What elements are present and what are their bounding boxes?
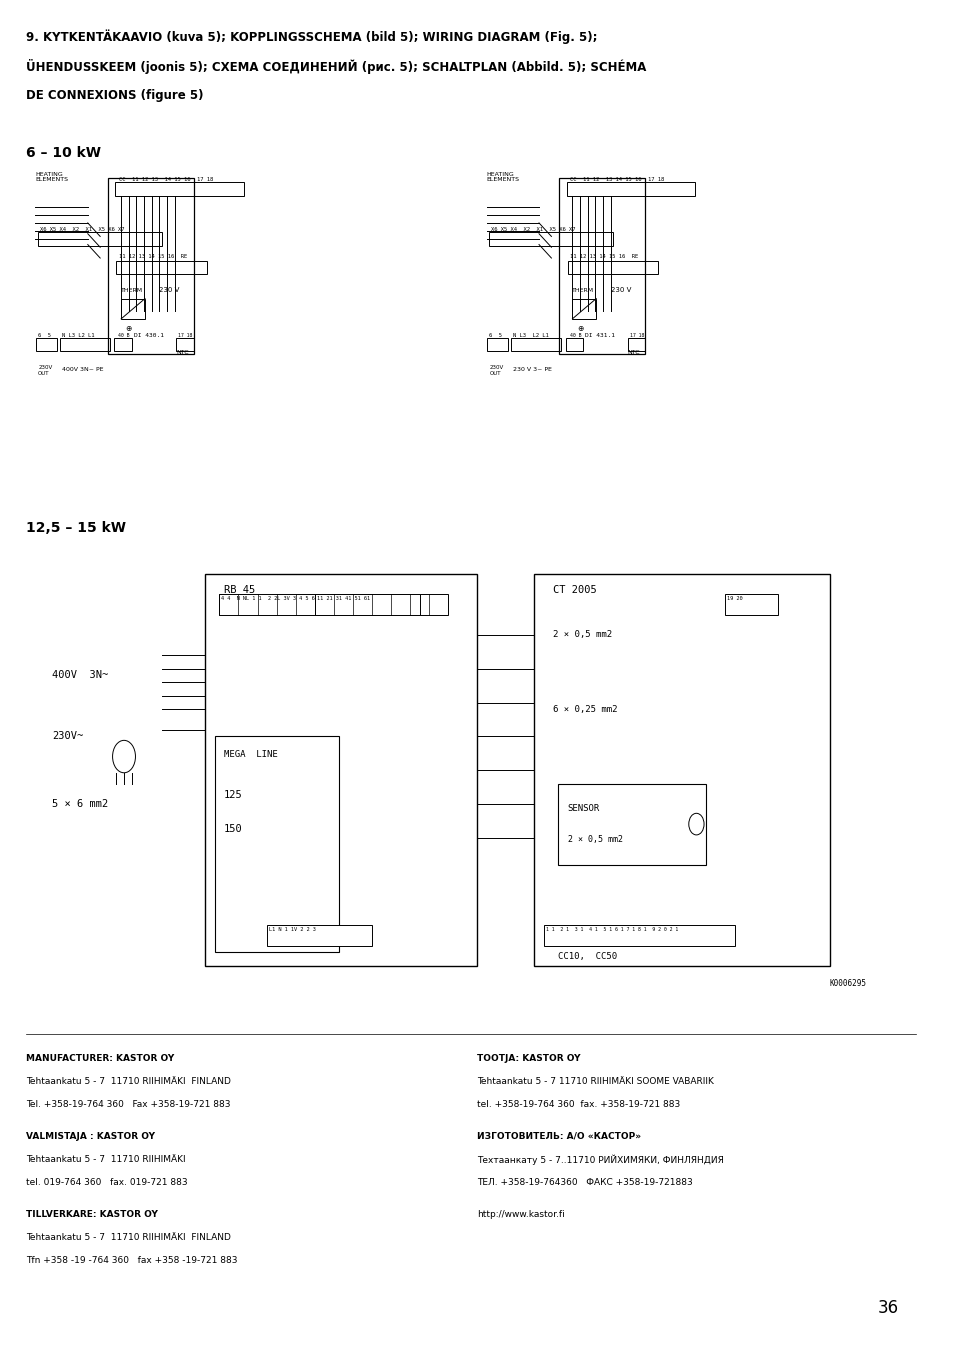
Text: Tel. +358-19-764 360   Fax +358-19-721 883: Tel. +358-19-764 360 Fax +358-19-721 883 [26, 1100, 230, 1109]
Text: 230 V: 230 V [610, 288, 630, 293]
Text: 19 20: 19 20 [726, 596, 741, 601]
Bar [489, 232, 613, 246]
Text: HEATING
ELEMENTS: HEATING ELEMENTS [35, 172, 69, 182]
Bar [38, 232, 162, 246]
Bar [566, 182, 695, 196]
Text: CC10,  CC50: CC10, CC50 [558, 952, 617, 962]
Bar [176, 338, 193, 351]
Text: 5 × 6 mm2: 5 × 6 mm2 [52, 798, 109, 809]
Text: ⊕: ⊕ [577, 324, 582, 334]
Text: Tehtaankatu 5 - 7  11710 RIIHIMÄKI: Tehtaankatu 5 - 7 11710 RIIHIMÄKI [26, 1155, 185, 1163]
Text: ТЕЛ. +358-19-764360   ФАКС +358-19-721883: ТЕЛ. +358-19-764360 ФАКС +358-19-721883 [476, 1178, 692, 1186]
Text: X6 X5 X4  X2  X1  X5 X6 X7: X6 X5 X4 X2 X1 X5 X6 X7 [491, 227, 576, 232]
Text: VALMISTAJA : KASTOR OY: VALMISTAJA : KASTOR OY [26, 1132, 154, 1140]
Bar [115, 182, 244, 196]
Text: 11 21 31 41 51 61: 11 21 31 41 51 61 [316, 596, 370, 601]
Text: 4 4  N NL 1 1  2 2L 3V 3 4 5 6: 4 4 N NL 1 1 2 2L 3V 3 4 5 6 [221, 596, 314, 601]
Text: Tehtaankatu 5 - 7  11710 RIIHIMÄKI  FINLAND: Tehtaankatu 5 - 7 11710 RIIHIMÄKI FINLAN… [26, 1233, 231, 1242]
Bar [116, 261, 207, 274]
Text: Tehtaankatu 5 - 7 11710 RIIHIMÄKI SOOME VABARIIK: Tehtaankatu 5 - 7 11710 RIIHIMÄKI SOOME … [476, 1077, 713, 1086]
Text: 230 V 3~ PE: 230 V 3~ PE [513, 367, 552, 373]
Text: CC  11 12 13  14 15 16  17 18: CC 11 12 13 14 15 16 17 18 [119, 177, 213, 182]
Text: 9. KYTKENTÄKAAVIO (kuva 5); KOPPLINGSSCHEMA (bild 5); WIRING DIAGRAM (Fig. 5);: 9. KYTKENTÄKAAVIO (kuva 5); KOPPLINGSSCH… [26, 30, 597, 45]
Bar [60, 338, 110, 351]
Text: 40 B: 40 B [118, 332, 130, 338]
Bar [572, 299, 596, 319]
Text: NTC: NTC [627, 350, 639, 355]
Text: SENSOR: SENSOR [567, 804, 599, 813]
Text: 36: 36 [877, 1300, 898, 1317]
Text: CC  11 12  13 14 15 16  17 18: CC 11 12 13 14 15 16 17 18 [570, 177, 664, 182]
Bar [627, 338, 644, 351]
Text: 17 18: 17 18 [629, 332, 643, 338]
Text: 230V
OUT: 230V OUT [489, 365, 503, 376]
Text: 150: 150 [224, 824, 243, 834]
Text: 6 – 10 kW: 6 – 10 kW [26, 146, 101, 159]
Bar [205, 574, 476, 966]
Text: MEGA  LINE: MEGA LINE [224, 750, 277, 759]
Text: Техтаанкату 5 - 7..11710 РИЙХИМЯКИ, ФИНЛЯНДИЯ: Техтаанкату 5 - 7..11710 РИЙХИМЯКИ, ФИНЛ… [476, 1155, 723, 1166]
Text: 400V  3N~: 400V 3N~ [52, 670, 109, 681]
Text: 400V 3N~ PE: 400V 3N~ PE [62, 367, 104, 373]
Bar [543, 925, 734, 946]
Text: DE CONNEXIONS (figure 5): DE CONNEXIONS (figure 5) [26, 89, 203, 103]
Bar [36, 338, 57, 351]
Text: THERM: THERM [572, 288, 594, 293]
Text: http://www.kastor.fi: http://www.kastor.fi [476, 1210, 564, 1219]
Text: N L3 L2 L1: N L3 L2 L1 [62, 332, 94, 338]
Bar [314, 594, 419, 615]
Text: 12,5 – 15 kW: 12,5 – 15 kW [26, 521, 126, 535]
Text: L1 N 1 1V 2 2 3: L1 N 1 1V 2 2 3 [269, 927, 315, 932]
Text: 11 12 13 14 15 16  RE: 11 12 13 14 15 16 RE [119, 254, 188, 259]
Bar [558, 784, 705, 865]
Text: ÜHENDUSSKEEM (joonis 5); СХЕМА СОЕДИНЕНИЙ (рис. 5); SCHALTPLAN (Abbild. 5); SCHÉ: ÜHENDUSSKEEM (joonis 5); СХЕМА СОЕДИНЕНИ… [26, 59, 645, 74]
Text: 125: 125 [224, 790, 243, 800]
Text: 230 V: 230 V [159, 288, 179, 293]
Text: 6  5: 6 5 [489, 332, 502, 338]
Text: tel. +358-19-764 360  fax. +358-19-721 883: tel. +358-19-764 360 fax. +358-19-721 88… [476, 1100, 679, 1109]
Bar [567, 261, 658, 274]
Text: ИЗГОТОВИТЕЛЬ: А/О «КАСТОР»: ИЗГОТОВИТЕЛЬ: А/О «КАСТОР» [476, 1132, 640, 1140]
Text: 1 1  2 1  3 1  4 1  5 1 6 1 7 1 8 1  9 2 0 2 1: 1 1 2 1 3 1 4 1 5 1 6 1 7 1 8 1 9 2 0 2 … [545, 927, 678, 932]
Text: MANUFACTURER: KASTOR OY: MANUFACTURER: KASTOR OY [26, 1054, 173, 1063]
Text: N L3  L2 L1: N L3 L2 L1 [513, 332, 548, 338]
Bar [267, 925, 372, 946]
Text: 230V~: 230V~ [52, 731, 84, 742]
Text: tel. 019-764 360   fax. 019-721 883: tel. 019-764 360 fax. 019-721 883 [26, 1178, 187, 1186]
Text: THERM: THERM [121, 288, 143, 293]
Bar [108, 178, 193, 354]
Text: DI 430.1: DI 430.1 [133, 332, 163, 338]
Text: NTC: NTC [176, 350, 189, 355]
Text: HEATING
ELEMENTS: HEATING ELEMENTS [486, 172, 519, 182]
Bar [511, 338, 560, 351]
Text: K0006295: K0006295 [829, 979, 866, 989]
Text: ⊕: ⊕ [126, 324, 132, 334]
Text: TOOTJA: KASTOR OY: TOOTJA: KASTOR OY [476, 1054, 579, 1063]
Text: 17 18: 17 18 [178, 332, 193, 338]
Bar [558, 178, 644, 354]
Bar [534, 574, 829, 966]
Text: CT 2005: CT 2005 [553, 585, 597, 594]
Text: 2 × 0,5 mm2: 2 × 0,5 mm2 [567, 835, 622, 844]
Text: Tfn +358 -19 -764 360   fax +358 -19-721 883: Tfn +358 -19 -764 360 fax +358 -19-721 8… [26, 1256, 237, 1265]
Text: 230V
OUT: 230V OUT [38, 365, 52, 376]
Text: 40 B: 40 B [569, 332, 580, 338]
Text: Tehtaankatu 5 - 7  11710 RIIHIMÄKI  FINLAND: Tehtaankatu 5 - 7 11710 RIIHIMÄKI FINLAN… [26, 1077, 231, 1086]
Text: 11 12 13 14 15 16  RE: 11 12 13 14 15 16 RE [570, 254, 639, 259]
Text: DI 431.1: DI 431.1 [584, 332, 614, 338]
Bar [214, 736, 338, 952]
Bar [121, 299, 145, 319]
Bar [724, 594, 777, 615]
Text: 6 × 0,25 mm2: 6 × 0,25 mm2 [553, 705, 618, 713]
Text: TILLVERKARE: KASTOR OY: TILLVERKARE: KASTOR OY [26, 1210, 157, 1219]
Text: X6 X5 X4  X2  X1  X5 X6 X7: X6 X5 X4 X2 X1 X5 X6 X7 [40, 227, 125, 232]
Bar [487, 338, 508, 351]
Text: 6  5: 6 5 [38, 332, 51, 338]
Bar [565, 338, 582, 351]
Text: RB 45: RB 45 [224, 585, 255, 594]
Text: 2 × 0,5 mm2: 2 × 0,5 mm2 [553, 631, 612, 639]
Bar [219, 594, 448, 615]
Bar [114, 338, 132, 351]
